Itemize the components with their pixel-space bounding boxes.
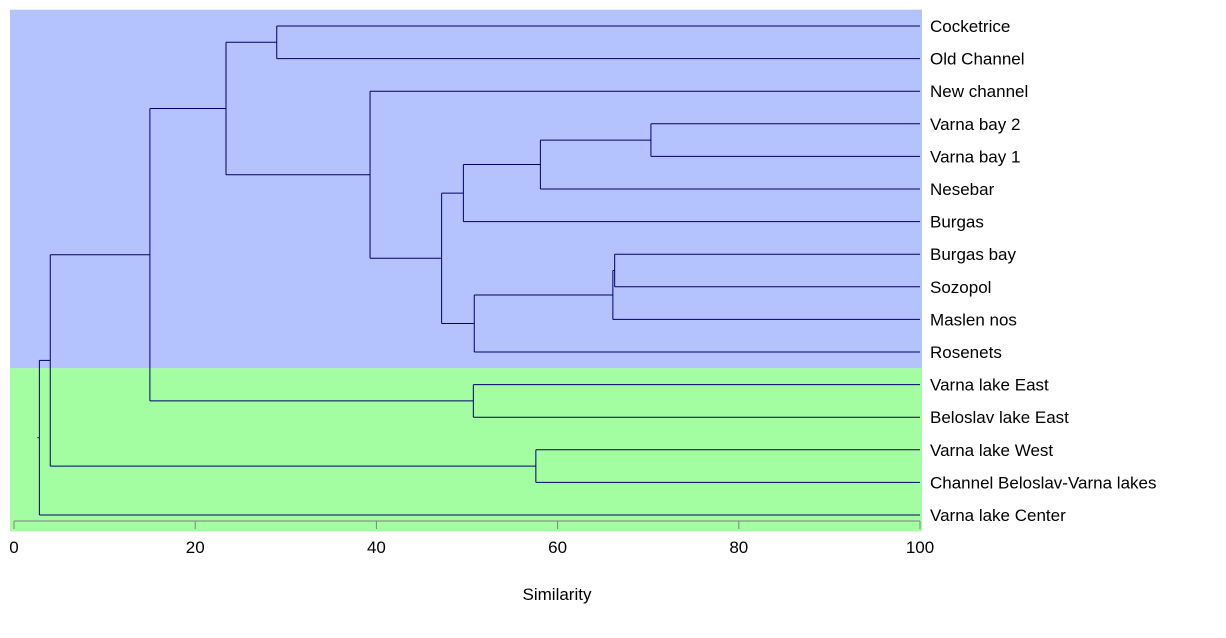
dendrogram-branches bbox=[37, 25, 920, 516]
leaf-label: Channel Beloslav-Varna lakes bbox=[930, 473, 1156, 492]
leaf-label: Varna lake West bbox=[930, 441, 1053, 460]
leaf-label: Varna bay 1 bbox=[930, 147, 1020, 166]
x-axis: 0 20 40 60 80 100 bbox=[9, 520, 934, 557]
x-tick-label: 80 bbox=[729, 538, 748, 557]
x-tick-label: 20 bbox=[186, 538, 205, 557]
x-tick-label: 0 bbox=[9, 538, 18, 557]
x-axis-title: Similarity bbox=[523, 585, 592, 604]
leaf-label: Burgas bay bbox=[930, 245, 1016, 264]
leaf-label: Rosenets bbox=[930, 343, 1002, 362]
leaf-label: Cocketrice bbox=[930, 17, 1010, 36]
leaf-label: Varna lake Center bbox=[930, 506, 1066, 525]
leaf-label: Nesebar bbox=[930, 180, 995, 199]
x-tick-label: 60 bbox=[548, 538, 567, 557]
leaf-labels: Cocketrice Old Channel New channel Varna ba… bbox=[930, 17, 1156, 525]
leaf-label: Sozopol bbox=[930, 278, 991, 297]
leaf-label: Varna lake East bbox=[930, 376, 1049, 395]
leaf-label: Burgas bbox=[930, 213, 984, 232]
leaf-label: Varna bay 2 bbox=[930, 115, 1020, 134]
x-tick-label: 40 bbox=[367, 538, 386, 557]
leaf-label: Beloslav lake East bbox=[930, 408, 1069, 427]
leaf-label: Old Channel bbox=[930, 50, 1025, 69]
leaf-label: Maslen nos bbox=[930, 310, 1017, 329]
leaf-label: New channel bbox=[930, 82, 1028, 101]
group-bands bbox=[10, 9, 922, 532]
x-tick-label: 100 bbox=[906, 538, 934, 557]
